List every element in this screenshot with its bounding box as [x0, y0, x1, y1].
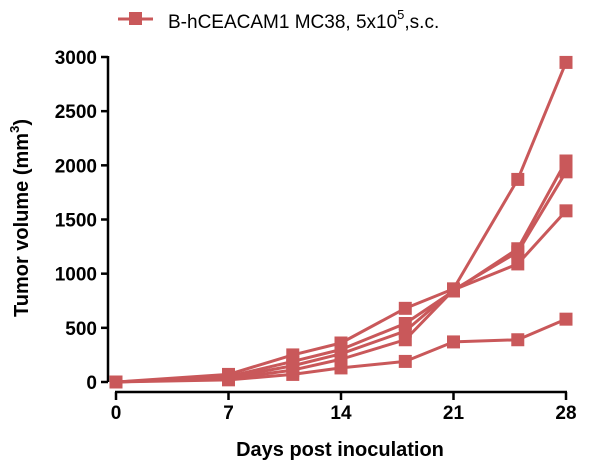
data-point [334, 361, 348, 375]
x-tick-label: 21 [443, 403, 465, 424]
y-tick-label: 500 [65, 319, 97, 340]
legend-label: B-hCEACAM1 MC38, 5x105,s.c. [168, 7, 439, 33]
data-point [286, 367, 300, 381]
data-point [511, 257, 525, 271]
x-tick-label: 14 [330, 403, 352, 424]
y-tick-label: 0 [86, 373, 97, 394]
data-point [559, 165, 573, 179]
data-point [447, 283, 460, 297]
x-tick-label: 0 [111, 403, 122, 424]
series-5 [109, 312, 573, 389]
x-tick-label: 7 [223, 403, 234, 424]
data-point [559, 312, 573, 326]
series-line [115, 317, 567, 384]
legend-marker [129, 12, 142, 25]
y-tick-label: 1000 [55, 265, 97, 286]
data-point [398, 301, 412, 315]
series-line [115, 171, 568, 384]
series-line [115, 61, 568, 384]
data-point [222, 373, 235, 387]
data-point [109, 375, 123, 389]
x-axis: 0 7 14 21 28 [111, 390, 577, 424]
data-point [447, 335, 460, 349]
data-point [511, 333, 525, 347]
series-1 [109, 55, 573, 389]
data-point [559, 55, 573, 69]
legend: B-hCEACAM1 MC38, 5x105,s.c. [118, 7, 439, 33]
data-point [559, 154, 573, 168]
series-4 [109, 204, 573, 389]
data-point [511, 245, 525, 259]
y-tick-label: 3000 [55, 48, 97, 69]
y-tick-label: 1500 [55, 211, 97, 232]
data-point [398, 354, 412, 368]
y-tick-label: 2000 [55, 156, 97, 177]
y-axis: 0 500 1000 1500 2000 2500 3000 [55, 48, 110, 394]
data-point [559, 204, 573, 218]
series-line [115, 209, 568, 384]
data-point [511, 172, 525, 186]
x-tick-label: 28 [555, 403, 576, 424]
data-point [398, 333, 412, 347]
y-tick-label: 2500 [55, 102, 97, 123]
x-axis-label: Days post inoculation [236, 439, 444, 461]
y-axis-label: Tumor volume (mm3) [7, 119, 33, 317]
series-line [115, 160, 568, 384]
series-layer [109, 55, 573, 389]
